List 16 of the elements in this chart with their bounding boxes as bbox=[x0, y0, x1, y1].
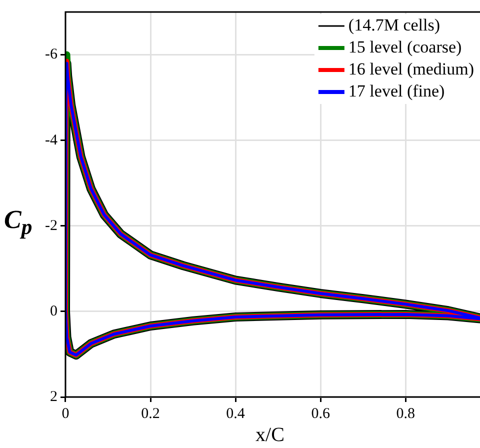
legend-label: 16 level (medium) bbox=[348, 59, 474, 78]
y-tick-label: -4 bbox=[44, 132, 58, 148]
y-tick-label: 2 bbox=[50, 388, 58, 405]
x-axis-title: x/C bbox=[254, 424, 286, 447]
x-tick-label: 0.2 bbox=[141, 406, 160, 422]
x-tick-label: 0 bbox=[62, 406, 70, 422]
y-axis-title: C$_{p}$ bbox=[4, 205, 32, 240]
x-tick-label: 0.8 bbox=[396, 406, 415, 422]
y-tick-label: -6 bbox=[44, 46, 58, 63]
legend-label: 15 level (coarse) bbox=[348, 37, 462, 56]
legend-label: 17 level (fine) bbox=[348, 81, 445, 100]
x-tick-label: 0.4 bbox=[226, 406, 246, 422]
legend-label: (14.7M cells) bbox=[348, 15, 440, 34]
y-tick-label: -2 bbox=[44, 218, 58, 234]
x-tick-label: 0.6 bbox=[311, 406, 330, 422]
y-tick-label: 0 bbox=[50, 303, 58, 320]
